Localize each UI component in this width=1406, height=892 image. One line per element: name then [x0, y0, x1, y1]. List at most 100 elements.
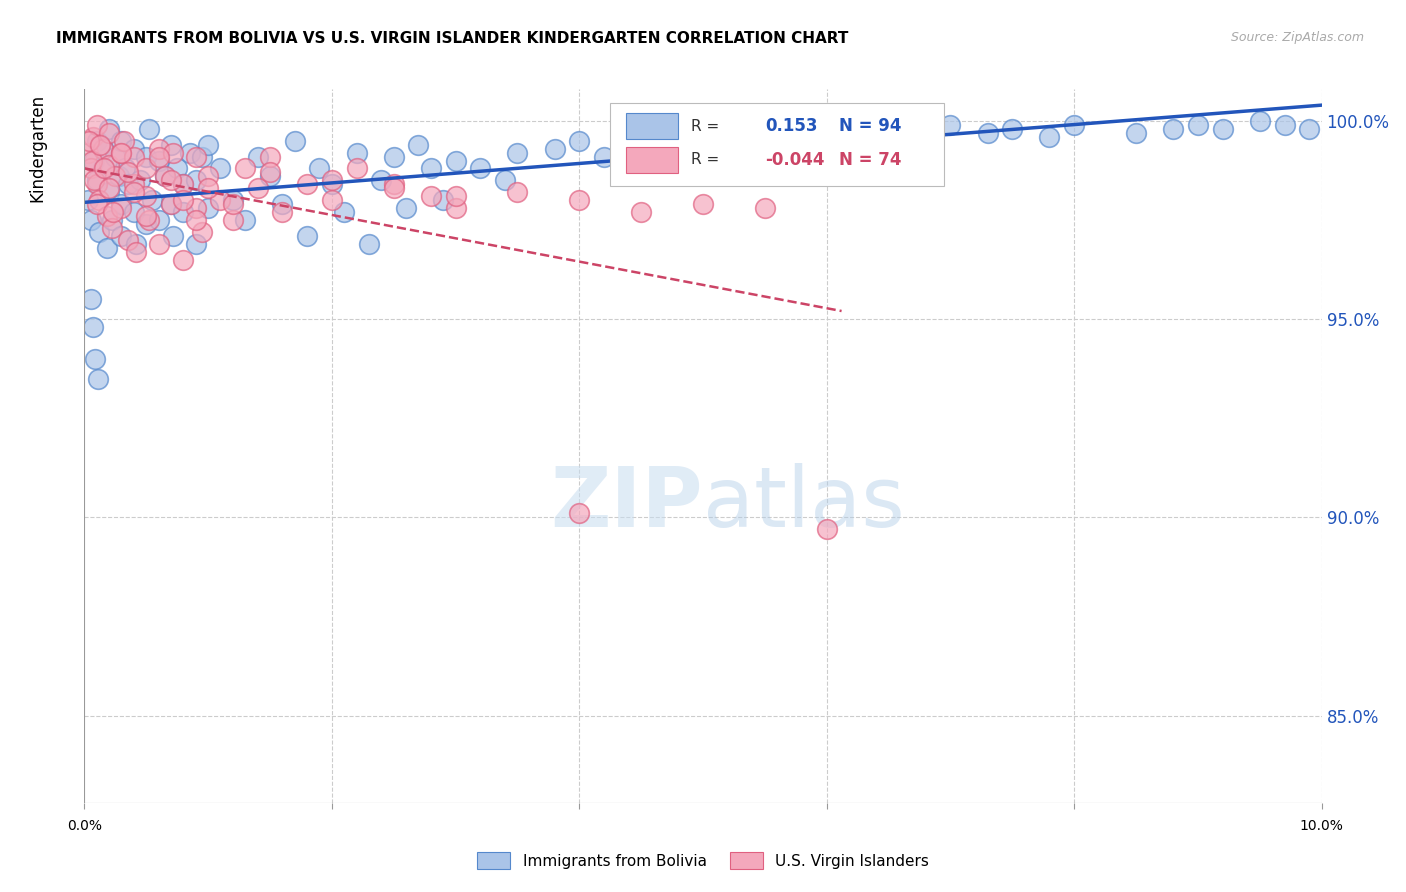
Point: [101, 205, 124, 219]
Point: [976, 126, 998, 140]
Point: [77, 145, 100, 160]
Point: [82, 320, 104, 334]
Point: [382, 150, 405, 164]
Point: [754, 121, 776, 136]
Point: [148, 236, 170, 251]
Point: [233, 161, 256, 176]
Point: [93, 161, 115, 176]
Point: [135, 189, 157, 203]
Point: [593, 150, 616, 164]
Point: [98, 186, 121, 200]
Point: [1063, 118, 1085, 132]
Point: [86, 197, 108, 211]
Point: [91, 161, 114, 176]
Point: [209, 193, 232, 207]
Point: [246, 150, 269, 164]
Point: [191, 150, 214, 164]
Point: [172, 178, 194, 192]
Point: [79, 134, 101, 148]
Point: [96, 209, 118, 223]
Point: [395, 201, 418, 215]
Point: [96, 241, 118, 255]
Point: [717, 137, 740, 152]
Point: [308, 161, 330, 176]
Point: [692, 126, 714, 140]
Point: [135, 217, 157, 231]
FancyBboxPatch shape: [626, 113, 678, 139]
Point: [79, 213, 101, 227]
Point: [1274, 118, 1296, 132]
Point: [104, 150, 127, 164]
FancyBboxPatch shape: [610, 103, 945, 186]
Point: [1125, 126, 1147, 140]
Point: [432, 193, 454, 207]
Point: [271, 205, 294, 219]
Point: [295, 228, 318, 243]
Point: [108, 169, 131, 184]
Point: [357, 236, 380, 251]
Point: [125, 244, 148, 259]
Point: [259, 150, 281, 164]
Point: [321, 173, 343, 187]
Text: N = 94: N = 94: [839, 118, 901, 136]
Point: [630, 205, 652, 219]
Point: [666, 142, 689, 156]
Point: [135, 161, 157, 176]
Point: [815, 118, 838, 132]
Point: [83, 153, 105, 168]
Point: [114, 161, 136, 176]
Point: [153, 169, 176, 184]
Point: [89, 225, 111, 239]
Point: [87, 371, 110, 385]
Point: [153, 169, 176, 184]
Point: [98, 121, 121, 136]
Point: [83, 173, 105, 187]
Point: [419, 189, 441, 203]
Point: [91, 142, 114, 156]
Point: [172, 193, 194, 207]
Point: [295, 178, 318, 192]
Point: [197, 201, 219, 215]
Point: [110, 145, 132, 160]
Point: [148, 142, 170, 156]
Point: [122, 205, 145, 219]
Point: [346, 161, 368, 176]
Point: [117, 178, 139, 192]
Point: [419, 161, 441, 176]
Point: [284, 134, 307, 148]
Point: [382, 181, 405, 195]
Point: [162, 228, 184, 243]
Point: [444, 153, 467, 168]
Point: [84, 351, 107, 366]
Text: N = 74: N = 74: [839, 151, 901, 169]
Point: [122, 186, 145, 200]
Point: [79, 161, 101, 176]
Point: [370, 173, 392, 187]
Point: [122, 150, 145, 164]
Point: [1249, 114, 1271, 128]
Text: R =: R =: [690, 119, 718, 134]
Point: [80, 153, 103, 168]
Point: [877, 114, 900, 128]
Point: [1001, 121, 1024, 136]
Point: [1038, 129, 1060, 144]
Point: [209, 161, 232, 176]
Point: [86, 134, 108, 148]
Point: [129, 173, 152, 187]
Point: [692, 197, 714, 211]
Text: 0.0%: 0.0%: [67, 819, 101, 832]
Point: [382, 178, 405, 192]
Point: [89, 137, 111, 152]
Point: [333, 205, 356, 219]
Point: [110, 145, 132, 160]
Point: [104, 169, 127, 184]
Point: [1212, 121, 1234, 136]
Point: [222, 197, 245, 211]
Point: [77, 193, 100, 207]
Point: [148, 150, 170, 164]
Point: [321, 193, 343, 207]
Point: [135, 150, 157, 164]
Text: -0.044: -0.044: [765, 151, 824, 169]
Point: [110, 197, 132, 211]
Point: [100, 221, 122, 235]
